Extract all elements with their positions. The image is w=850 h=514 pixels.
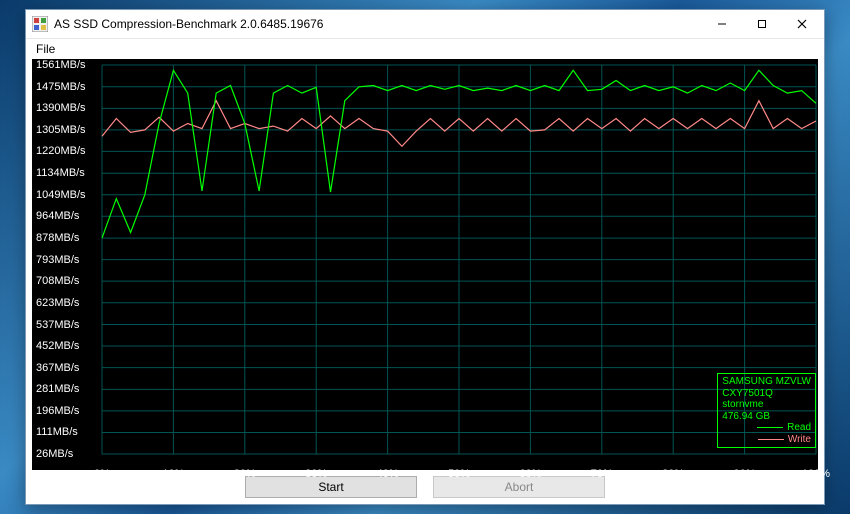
x-tick-label: 20% xyxy=(234,468,256,480)
titlebar[interactable]: AS SSD Compression-Benchmark 2.0.6485.19… xyxy=(26,10,824,39)
y-tick-label: 196MB/s xyxy=(36,405,79,417)
y-tick-label: 26MB/s xyxy=(36,448,73,460)
app-window: AS SSD Compression-Benchmark 2.0.6485.19… xyxy=(25,9,825,505)
app-icon xyxy=(32,16,48,32)
menubar: File xyxy=(26,39,824,59)
bottom-toolbar: Start Abort xyxy=(26,474,824,504)
y-tick-label: 623MB/s xyxy=(36,297,79,309)
compression-chart: 1561MB/s 1475MB/s 1390MB/s 1305MB/s 1220MB/s… xyxy=(32,59,818,470)
x-tick-label: 90% xyxy=(734,468,756,480)
x-tick-label: 40% xyxy=(377,468,399,480)
legend-series-label: Read xyxy=(787,422,811,434)
chart-canvas xyxy=(32,59,818,470)
legend-series-row: Read xyxy=(722,422,811,434)
y-tick-label: 878MB/s xyxy=(36,232,79,244)
window-title: AS SSD Compression-Benchmark 2.0.6485.19… xyxy=(54,17,702,31)
x-tick-label: 50% xyxy=(448,468,470,480)
legend-swatch xyxy=(758,439,784,440)
legend-info-line: 476.94 GB xyxy=(722,411,811,423)
y-tick-label: 1305MB/s xyxy=(36,124,86,136)
chart-legend: SAMSUNG MZVLWCXY7501Qstornvme476.94 GBRe… xyxy=(717,373,816,448)
x-tick-label: 30% xyxy=(305,468,327,480)
y-tick-label: 1220MB/s xyxy=(36,145,86,157)
legend-info-line: SAMSUNG MZVLW xyxy=(722,376,811,388)
x-tick-label: 60% xyxy=(519,468,541,480)
y-tick-label: 964MB/s xyxy=(36,210,79,222)
y-tick-label: 1134MB/s xyxy=(36,167,85,179)
legend-info-line: CXY7501Q xyxy=(722,388,811,400)
x-tick-label: 80% xyxy=(662,468,684,480)
y-tick-label: 1390MB/s xyxy=(36,102,86,114)
y-tick-label: 1475MB/s xyxy=(36,81,86,93)
maximize-button[interactable] xyxy=(742,13,782,35)
legend-info-line: stornvme xyxy=(722,399,811,411)
y-tick-label: 452MB/s xyxy=(36,340,79,352)
y-tick-label: 1561MB/s xyxy=(36,59,86,71)
y-tick-label: 793MB/s xyxy=(36,254,79,266)
x-tick-label: 0% xyxy=(94,468,110,480)
x-tick-label: 70% xyxy=(591,468,613,480)
y-tick-label: 111MB/s xyxy=(36,426,78,438)
minimize-button[interactable] xyxy=(702,13,742,35)
y-tick-label: 708MB/s xyxy=(36,275,79,287)
y-tick-label: 1049MB/s xyxy=(36,189,86,201)
desktop-background: AS SSD Compression-Benchmark 2.0.6485.19… xyxy=(0,0,850,514)
y-tick-label: 537MB/s xyxy=(36,319,79,331)
y-tick-label: 367MB/s xyxy=(36,362,79,374)
legend-series-label: Write xyxy=(788,434,811,446)
window-buttons xyxy=(702,13,822,35)
y-tick-label: 281MB/s xyxy=(36,383,79,395)
x-tick-label: 10% xyxy=(162,468,184,480)
menu-file[interactable]: File xyxy=(30,41,61,57)
legend-series-row: Write xyxy=(722,434,811,446)
close-button[interactable] xyxy=(782,13,822,35)
legend-swatch xyxy=(757,427,783,428)
x-tick-label: 100% xyxy=(802,468,830,480)
